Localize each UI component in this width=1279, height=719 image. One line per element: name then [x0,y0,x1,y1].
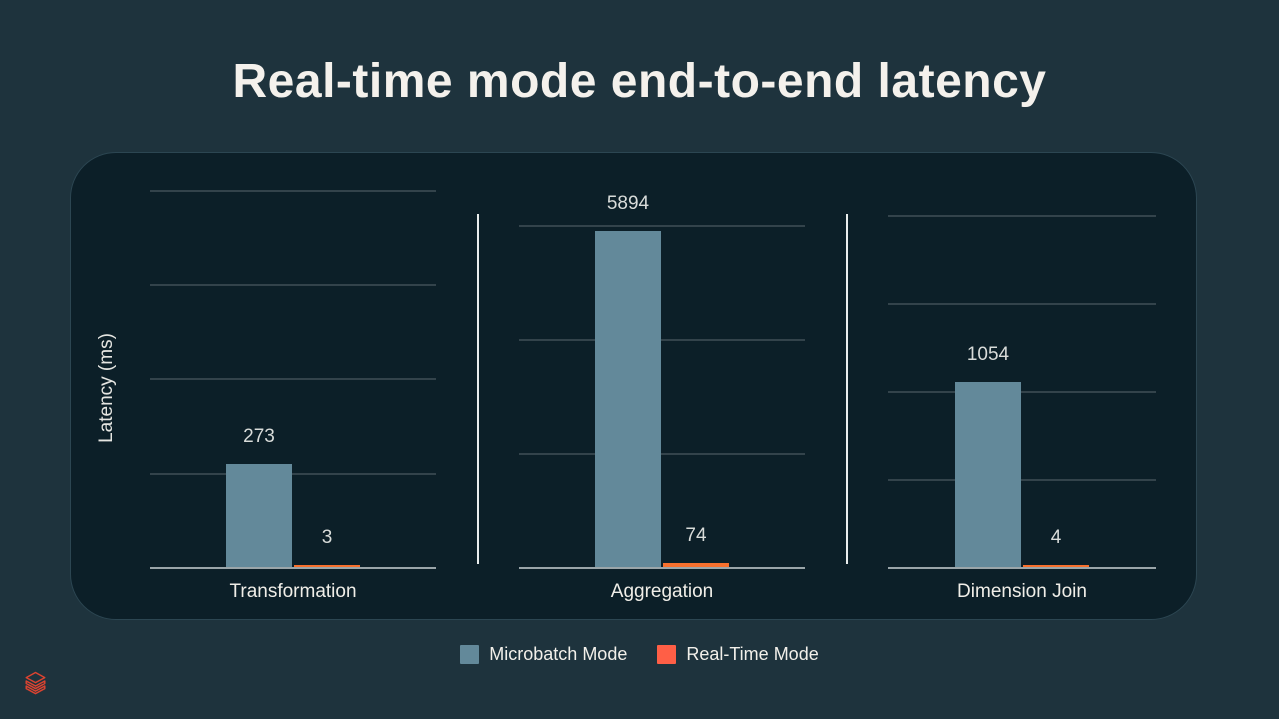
bar-microbatch-mode-dimension-join [955,381,1021,567]
bar-value-label: 74 [685,524,707,546]
gridline-500 [150,378,436,381]
panel-separator [845,214,848,564]
category-label-dimension-join: Dimension Join [957,581,1087,602]
x-axis-line [150,567,436,569]
chart-panel-transformation: 273 3 Transformation [150,154,436,602]
gridline-1000 [888,391,1156,394]
x-axis-line [888,567,1156,569]
gridline-1500 [888,303,1156,306]
chart-legend: Microbatch Mode Real-Time Mode [0,644,1279,665]
page-title: Real-time mode end-to-end latency [232,55,1047,108]
plot-area-dimension-join: 1054 4 [888,154,1156,569]
bar-microbatch-mode-transformation [226,464,292,567]
legend-item-real-time-mode: Real-Time Mode [657,644,819,665]
bar-value-label: 1054 [966,343,1010,365]
chart-panels: 273 3 Transformation 5894 74 Aggregation 1054 4… [150,154,1156,602]
bar-slot-microbatch-mode: 1054 [955,344,1021,567]
databricks-logo-icon [22,670,49,697]
bar-real-time-mode-dimension-join [1023,565,1089,567]
legend-item-microbatch-mode: Microbatch Mode [460,644,627,665]
legend-swatch-microbatch-mode [460,645,480,664]
bar-value-label: 5894 [606,192,650,214]
chart-panel-dimension-join: 1054 4 Dimension Join [888,154,1156,602]
chart-panel-aggregation: 5894 74 Aggregation [519,154,805,602]
y-axis-label: Latency (ms) [96,333,117,443]
gridline-2000 [519,452,805,455]
x-axis-line [519,567,805,569]
gridline-6000 [519,224,805,227]
bar-value-label: 273 [243,426,275,447]
chart-card: Latency (ms) 273 3 Transformation 5894 74 Agg… [70,152,1197,620]
legend-swatch-real-time-mode [657,645,677,664]
gridline-2000 [888,215,1156,218]
plot-area-transformation: 273 3 [150,154,436,569]
gridline-750 [150,284,436,286]
panel-separator [476,214,479,564]
gridline-250 [150,472,436,475]
bar-slot-real-time-mode: 74 [663,525,729,567]
bar-group-aggregation: 5894 74 [595,193,729,567]
category-label-aggregation: Aggregation [610,581,714,602]
bar-real-time-mode-transformation [294,565,360,567]
bar-slot-microbatch-mode: 5894 [595,193,661,567]
gridline-4000 [519,338,805,341]
bar-real-time-mode-aggregation [663,562,729,567]
bar-value-label: 3 [321,527,333,548]
legend-label: Real-Time Mode [686,644,819,664]
bar-slot-real-time-mode: 3 [294,527,360,567]
bar-value-label: 4 [1050,527,1062,548]
bar-group-transformation: 273 3 [226,426,360,567]
bar-slot-microbatch-mode: 273 [226,426,292,567]
gridline-1000 [150,189,436,192]
bar-microbatch-mode-aggregation [595,230,661,567]
bar-group-dimension-join: 1054 4 [955,344,1089,567]
category-label-transformation: Transformation [229,581,357,602]
legend-label: Microbatch Mode [489,644,628,664]
gridline-500 [888,479,1156,482]
bar-slot-real-time-mode: 4 [1023,527,1089,567]
plot-area-aggregation: 5894 74 [519,154,805,569]
